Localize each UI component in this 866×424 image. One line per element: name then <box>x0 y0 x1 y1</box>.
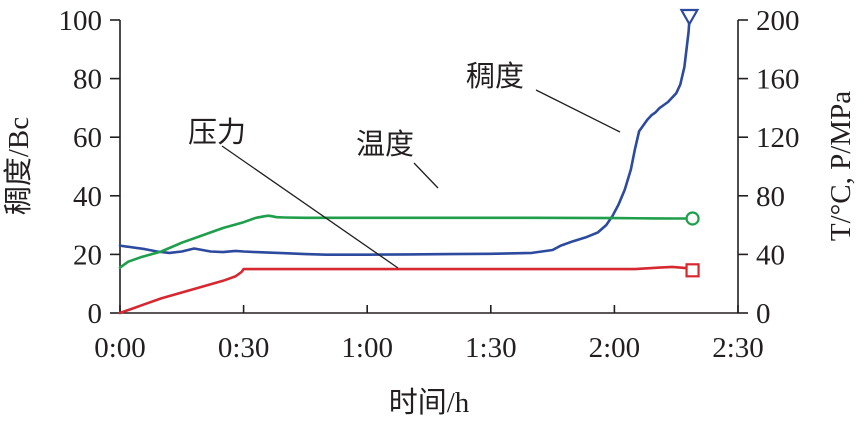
x-tick-label: 2:30 <box>712 332 764 364</box>
y-left-tick-label: 0 <box>88 298 103 330</box>
series-end-marker-pressure <box>685 263 700 278</box>
annotation-leader-temperature <box>413 162 439 189</box>
y-right-tick-label: 0 <box>756 298 771 330</box>
y-right-tick-label: 200 <box>756 5 800 37</box>
x-ticks: 0:00 0:30 1:00 1:30 2:00 2:30 <box>94 305 764 364</box>
x-tick-label: 0:30 <box>218 332 270 364</box>
series-line-temperature <box>118 214 690 269</box>
y-left-tick-label: 80 <box>73 64 102 96</box>
series-end-marker-temperature <box>685 211 700 226</box>
annotation-consistency: 稠度 <box>466 60 524 93</box>
annotation-leader-consistency <box>535 89 621 133</box>
y-left-ticks: 0 20 40 60 80 100 <box>59 5 120 330</box>
y-left-tick-label: 20 <box>73 239 102 271</box>
annotation-pressure: 压力 <box>188 116 246 149</box>
series-end-marker-consistency <box>679 8 700 27</box>
y-right-tick-label: 40 <box>756 239 785 271</box>
series-layer <box>118 8 700 315</box>
y-right-ticks: 0 40 80 120 160 200 <box>738 5 800 330</box>
x-tick-label: 2:00 <box>589 332 641 364</box>
y-left-tick-label: 100 <box>59 5 103 37</box>
x-tick-label: 1:30 <box>465 332 517 364</box>
y-right-tick-label: 80 <box>756 181 785 213</box>
x-tick-label: 1:00 <box>341 332 393 364</box>
y-right-tick-label: 120 <box>756 122 800 154</box>
y-left-tick-label: 60 <box>73 122 102 154</box>
right-y-axis-title: T/°C, P/MPa <box>825 91 857 241</box>
series-line-consistency <box>118 18 691 256</box>
y-left-tick-label: 40 <box>73 181 102 213</box>
annotation-temperature: 温度 <box>356 128 414 161</box>
series-line-pressure <box>118 265 690 315</box>
annotation-leader-pressure <box>221 145 399 269</box>
x-axis-title: 时间/h <box>389 386 470 419</box>
plot-frame <box>119 20 739 314</box>
left-y-axis-title: 稠度/Bc <box>2 117 35 215</box>
x-tick-label: 0:00 <box>94 332 146 364</box>
y-right-tick-label: 160 <box>756 64 800 96</box>
